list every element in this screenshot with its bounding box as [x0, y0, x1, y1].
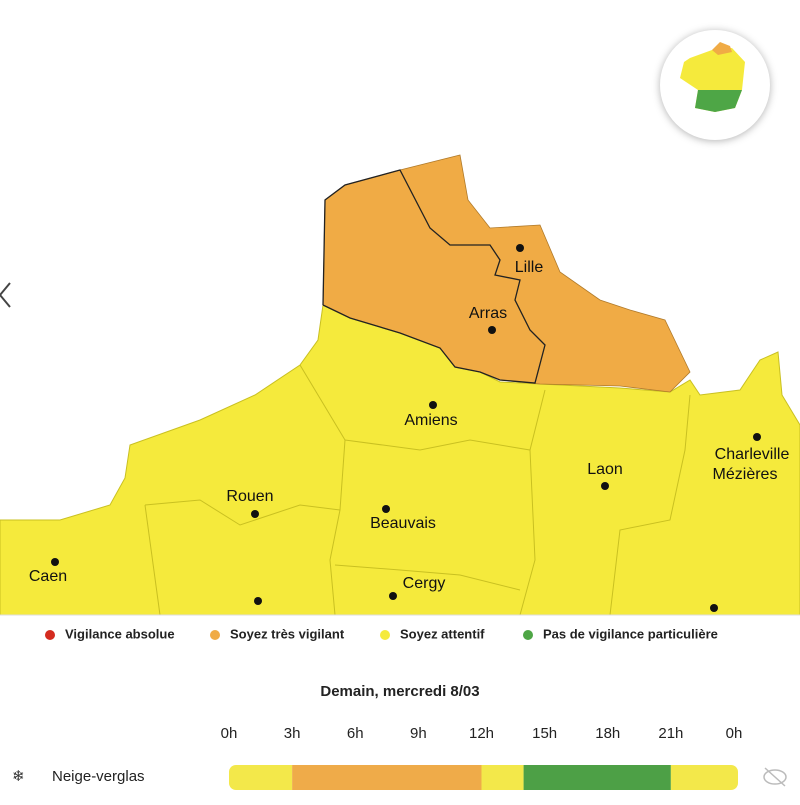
city-label: Arras: [469, 305, 507, 322]
hour-label: 6h: [347, 725, 364, 742]
dept-line: [609, 394, 691, 616]
legend-dot: [45, 630, 55, 640]
minimap-south: [695, 90, 742, 112]
city-label: Beauvais: [370, 515, 436, 532]
legend-label: Soyez attentif: [400, 626, 485, 641]
minimap-north: [712, 42, 732, 55]
dept-line: [144, 499, 341, 526]
city-dot: [753, 433, 761, 441]
snow-icon: ❄: [12, 768, 25, 785]
hide-icon[interactable]: [763, 767, 787, 787]
city-label: Amiens: [404, 412, 457, 429]
hour-label: 0h: [726, 725, 743, 742]
hour-label: 9h: [410, 725, 427, 742]
dept-line: [144, 504, 161, 616]
city-dot: [254, 597, 262, 605]
timeline-segment: [229, 765, 293, 790]
hour-label: 15h: [532, 725, 557, 742]
city-dot: [429, 401, 437, 409]
city-label: Caen: [29, 568, 67, 585]
prev-button[interactable]: [0, 259, 36, 331]
legend-dot: [380, 630, 390, 640]
city-label: Cergy: [403, 575, 446, 592]
city-label: Lille: [515, 259, 544, 276]
city-dot: [601, 482, 609, 490]
eye: [763, 769, 787, 785]
dept-line: [334, 564, 521, 591]
city-dot: [710, 604, 718, 612]
hour-label: 12h: [469, 725, 494, 742]
city-dot: [51, 558, 59, 566]
city-label: Charleville: [715, 446, 790, 463]
border: [322, 169, 546, 384]
timeline-segment: [523, 765, 671, 790]
city-label: Laon: [587, 461, 623, 478]
dept-line: [344, 389, 546, 451]
legend-label: Pas de vigilance particulière: [543, 626, 718, 641]
legend-dot: [523, 630, 533, 640]
prev-icon: [0, 282, 11, 308]
hour-label: 18h: [595, 725, 620, 742]
slash: [764, 767, 786, 787]
timeline-segment: [670, 765, 738, 790]
timeline-segment: [292, 765, 482, 790]
city-dot: [488, 326, 496, 334]
dept-line: [519, 449, 536, 616]
city-dot: [516, 244, 524, 252]
hour-label: 3h: [284, 725, 301, 742]
legend-label: Soyez très vigilant: [230, 626, 345, 641]
hour-label: 0h: [221, 725, 238, 742]
legend-dot: [210, 630, 220, 640]
map: [0, 154, 800, 616]
city-label: Rouen: [226, 488, 273, 505]
legend-label: Vigilance absolue: [65, 626, 175, 641]
city-dot: [389, 592, 397, 600]
timeline-segment: [481, 765, 524, 790]
row-label: Neige-verglas: [52, 768, 145, 785]
timeline-title: Demain, mercredi 8/03: [320, 683, 479, 700]
hour-label: 21h: [658, 725, 683, 742]
city-dot: [382, 505, 390, 513]
city-label: Mézières: [713, 466, 778, 483]
city-dot: [251, 510, 259, 518]
